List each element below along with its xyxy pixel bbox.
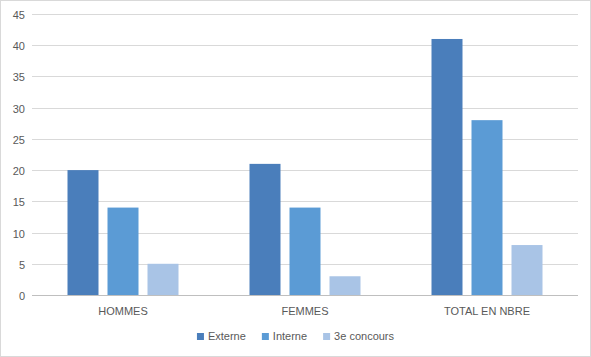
grid-line <box>32 108 578 109</box>
legend: Externe Interne 3e concours <box>197 330 395 342</box>
bar <box>250 164 281 295</box>
grid-line <box>32 14 578 15</box>
bars <box>68 39 543 295</box>
y-tick-label: 5 <box>19 259 25 271</box>
bar <box>432 39 463 295</box>
grid-line <box>32 76 578 77</box>
y-tick-label: 10 <box>13 228 25 240</box>
bar <box>472 120 503 295</box>
bar <box>68 170 99 295</box>
grid-line <box>32 295 578 296</box>
y-tick-label: 35 <box>13 71 25 83</box>
y-tick-label: 0 <box>19 290 25 302</box>
y-tick-label: 45 <box>13 9 25 21</box>
chart-svg: 0 5 10 15 20 25 30 35 40 45 HOMMES FEMMES TOTAL EN N… <box>0 0 591 357</box>
y-tick-label: 25 <box>13 134 25 146</box>
y-tick-label: 30 <box>13 103 25 115</box>
grid-line <box>32 45 578 46</box>
legend-swatch <box>197 333 204 340</box>
y-tick-label: 40 <box>13 40 25 52</box>
chart-border <box>1 1 591 357</box>
legend-swatch <box>262 333 269 340</box>
bar <box>512 245 543 295</box>
bar <box>290 208 321 295</box>
y-tick-label: 15 <box>13 196 25 208</box>
x-tick-label: FEMMES <box>281 305 328 317</box>
bar <box>330 276 361 295</box>
legend-label: 3e concours <box>334 330 394 342</box>
x-tick-label: TOTAL EN NBRE <box>444 305 530 317</box>
bar <box>148 264 179 295</box>
legend-label: Interne <box>273 330 307 342</box>
bar <box>108 208 139 295</box>
legend-swatch <box>323 333 330 340</box>
x-tick-label: HOMMES <box>98 305 148 317</box>
y-tick-label: 20 <box>13 165 25 177</box>
chart-container: 0 5 10 15 20 25 30 35 40 45 HOMMES FEMMES TOTAL EN N… <box>0 0 591 357</box>
legend-label: Externe <box>208 330 246 342</box>
